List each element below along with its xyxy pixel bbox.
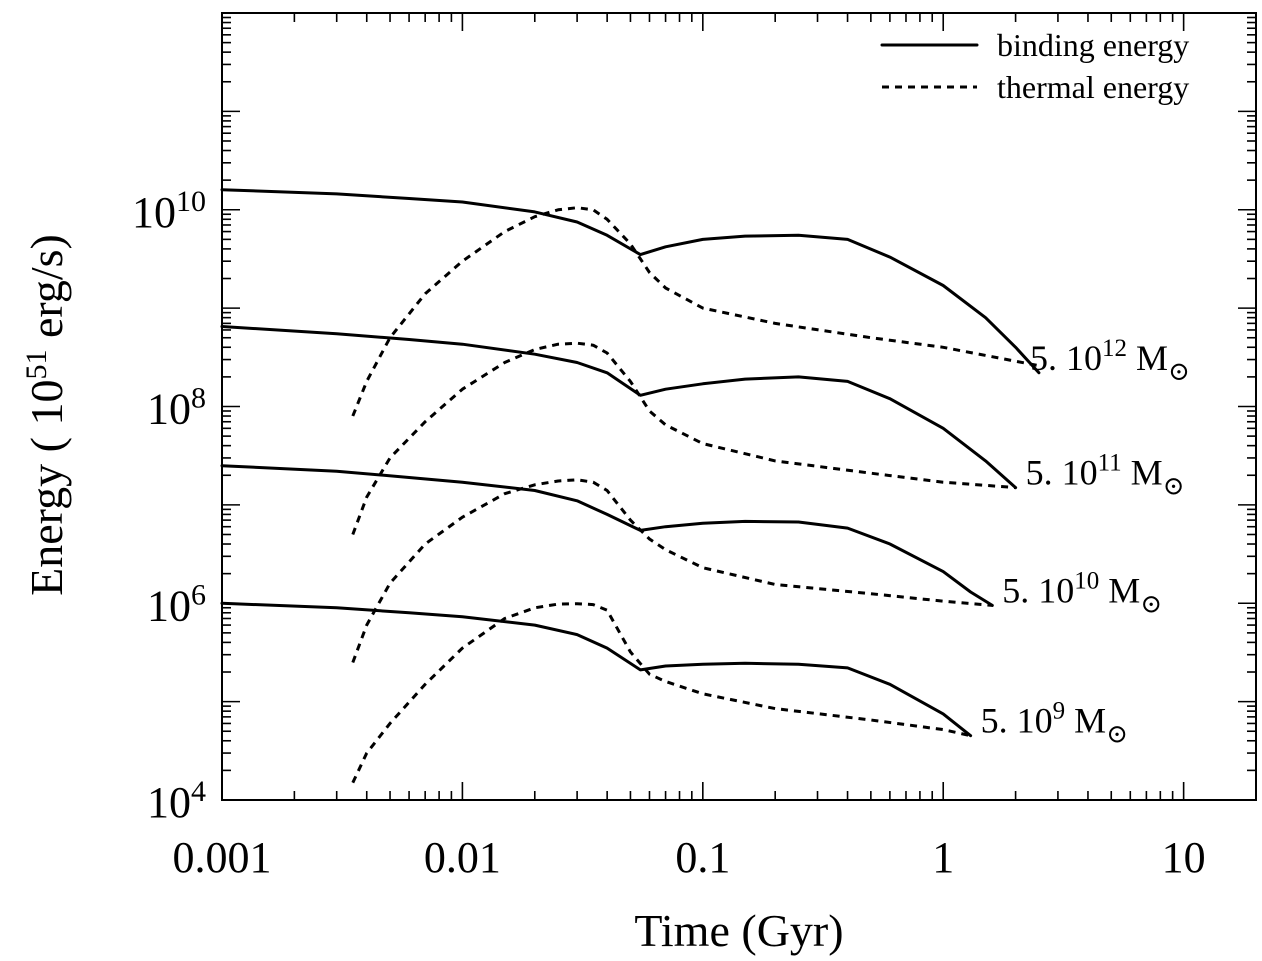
legend-label-thermal: thermal energy: [997, 69, 1189, 105]
y-axis-title-before: Energy ( 10: [21, 380, 72, 596]
thermal-energy-curve-2: [351, 478, 993, 664]
x-tick-label: 0.1: [675, 833, 730, 882]
binding-energy-curve-1: [220, 325, 1018, 490]
x-tick-label: 0.001: [173, 833, 272, 882]
mass-label-3: 5. 109 M⊙: [981, 698, 1128, 749]
mass-label-0: 5. 1012 M⊙: [1030, 335, 1190, 386]
x-tick-label: 10: [1162, 833, 1206, 882]
y-tick-label: 1010: [132, 185, 206, 237]
curves: [220, 188, 1041, 784]
legend: binding energy thermal energy: [880, 27, 1189, 105]
y-axis-title-sup: 51: [20, 350, 53, 380]
x-axis-title: Time (Gyr): [634, 905, 843, 956]
mass-label-2: 5. 1010 M⊙: [1002, 567, 1162, 618]
x-tick-labels: 0.001 0.01 0.1 1 10: [173, 833, 1206, 882]
mass-label-1: 5. 1011 M⊙: [1026, 450, 1185, 501]
legend-label-binding: binding energy: [997, 27, 1189, 63]
y-tick-label: 104: [147, 775, 206, 827]
y-axis-title-after: erg/s): [21, 234, 72, 349]
thermal-energy-curve-1: [351, 341, 1016, 536]
axis-ticks: [221, 13, 1257, 801]
binding-energy-curve-2: [220, 464, 994, 607]
y-tick-labels: 104 106 108 1010: [132, 185, 206, 827]
binding-energy-curve-3: [220, 601, 973, 738]
mass-labels: 5. 1012 M⊙ 5. 1011 M⊙ 5. 1010 M⊙ 5. 109 M⊙: [981, 335, 1190, 749]
plot-frame: [221, 12, 1257, 801]
x-tick-label: 1: [932, 833, 954, 882]
y-tick-label: 106: [147, 578, 206, 630]
x-tick-label: 0.01: [424, 833, 501, 882]
y-axis-title: Energy ( 1051 erg/s): [20, 234, 72, 596]
y-tick-label: 108: [147, 382, 206, 434]
thermal-energy-curve-3: [351, 602, 971, 784]
binding-energy-curve-0: [220, 188, 1041, 375]
thermal-energy-curve-0: [351, 206, 1040, 417]
